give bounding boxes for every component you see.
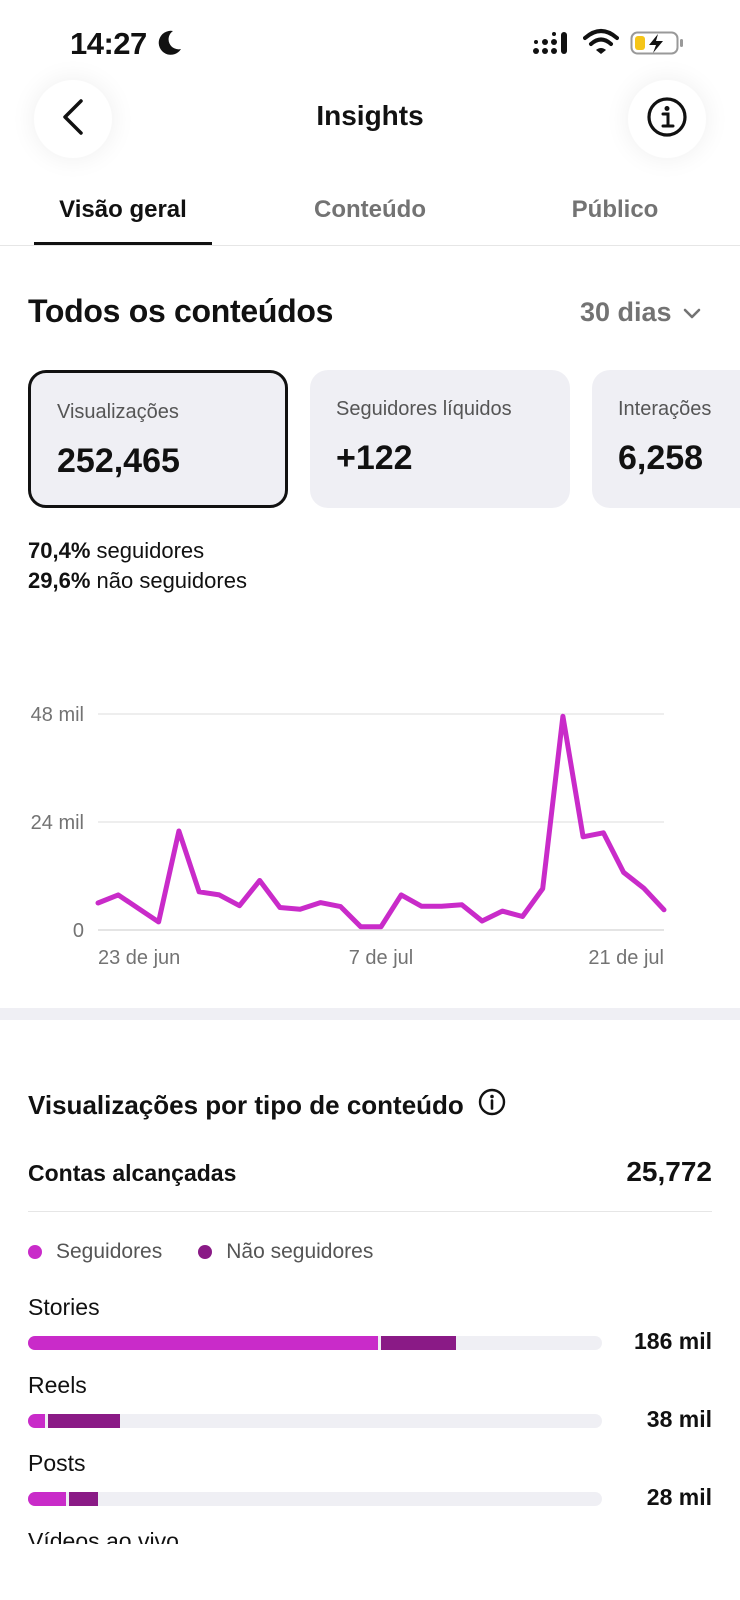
metric-card-interactions[interactable]: Interações 6,258 [592,370,740,508]
x-tick-label: 23 de jun [98,947,180,969]
bar-value: 28 mil [646,1484,712,1510]
period-label: 30 dias [580,297,672,327]
tab-audience[interactable]: Público [571,196,659,223]
status-bar: 14:27 [0,0,740,80]
y-tick-label: 24 mil [31,812,84,834]
info-icon[interactable] [478,1088,506,1123]
views-series-line [95,713,667,930]
battery-icon [630,28,686,63]
audience-split: 70,4% seguidores 29,6% não seguidores [28,536,247,596]
bar-row-posts: Posts 28 mil [28,1450,712,1520]
wifi-icon [583,28,619,61]
bar-followers-segment [28,1336,378,1350]
metric-label: Visualizações [57,401,179,423]
metric-label: Seguidores líquidos [336,398,512,420]
bar-value: 186 mil [634,1328,712,1354]
split-followers: 70,4% seguidores [28,538,205,563]
accounts-reached-value: 25,772 [626,1156,712,1187]
bar-non-followers-segment [48,1414,120,1428]
y-tick-label: 48 mil [31,704,84,726]
bar-track [28,1414,602,1428]
y-tick-label: 0 [73,920,84,942]
bar-label: Stories [28,1294,100,1320]
legend-followers: Seguidores [28,1240,162,1264]
bar-track [28,1336,602,1350]
section-title: Todos os conteúdos [28,293,334,329]
bar-label: Posts [28,1450,86,1476]
bar-followers-segment [28,1414,45,1428]
legend-dot [28,1245,42,1259]
legend-non-followers: Não seguidores [198,1240,373,1264]
accounts-reached-label: Contas alcançadas [28,1160,237,1186]
bar-row-reels: Reels 38 mil [28,1372,712,1442]
bar-track [28,1492,602,1506]
accounts-reached-row: Contas alcançadas 25,772 [28,1154,712,1212]
tab-bar: Visão geral Conteúdo Público [0,190,740,246]
status-time: 14:27 [70,26,147,61]
metric-value: +122 [336,439,413,477]
chevron-left-icon [59,97,87,142]
metric-card-net-followers[interactable]: Seguidores líquidos +122 [310,370,570,508]
bar-label: Reels [28,1372,87,1398]
x-tick-label: 21 de jul [588,947,664,969]
chart-legend: Seguidores Não seguidores [28,1240,373,1264]
metric-label: Interações [618,398,712,420]
x-tick-label: 7 de jul [349,947,414,969]
views-line-chart: 48 mil 24 mil 0 23 de jun 7 de jul 21 de jul [31,704,667,969]
moon-icon [157,29,183,62]
bar-non-followers-segment [381,1336,456,1350]
chevron-down-icon [682,297,702,328]
split-non-followers: 29,6% não seguidores [28,568,247,593]
bar-label-live-videos: Vídeos ao vivo [28,1528,179,1544]
metric-card-views[interactable]: Visualizações 252,465 [28,370,288,508]
legend-dot [198,1245,213,1259]
views-by-type-title: Visualizações por tipo de conteúdo [28,1088,506,1123]
info-icon [646,96,688,143]
cellular-signal-icon [532,30,572,61]
metric-value: 252,465 [57,442,180,480]
metric-value: 6,258 [618,439,704,477]
period-selector[interactable]: 30 dias [580,297,702,328]
info-button[interactable] [628,80,706,158]
tab-content[interactable]: Conteúdo [314,196,426,223]
tab-overview[interactable]: Visão geral [59,196,187,223]
section-divider [0,1008,740,1020]
bar-row-stories: Stories 186 mil [28,1294,712,1364]
active-tab-indicator [34,242,212,245]
bar-followers-segment [28,1492,66,1506]
bar-non-followers-segment [69,1492,98,1506]
page-title: Insights [316,100,424,131]
back-button[interactable] [34,80,112,158]
views-by-type-heading: Visualizações por tipo de conteúdo [28,1090,464,1120]
bar-value: 38 mil [646,1406,712,1432]
